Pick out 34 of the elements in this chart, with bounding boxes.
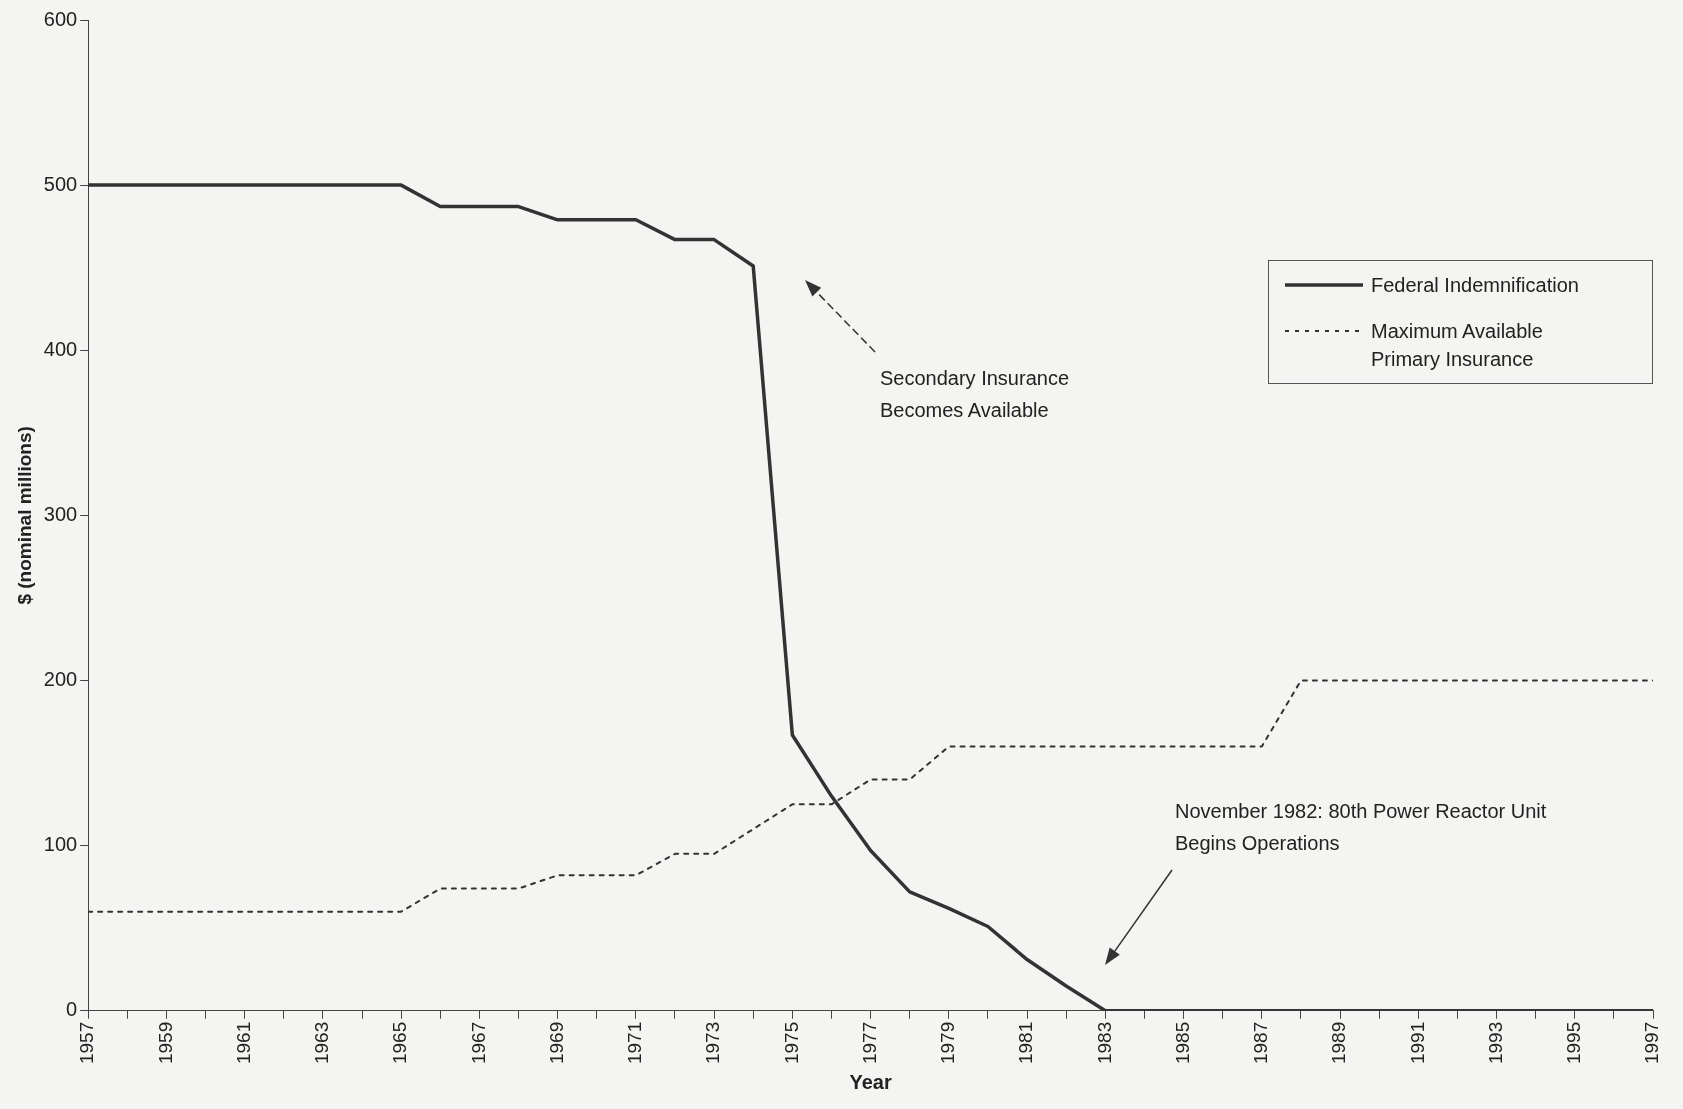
x-tick-label: 1969 — [545, 1021, 567, 1065]
x-tick-label: 1959 — [154, 1021, 176, 1065]
x-tick-label: 1963 — [311, 1021, 333, 1065]
x-tick-label: 1961 — [232, 1021, 254, 1065]
y-tick-label: 400 — [43, 337, 78, 360]
legend-label: Maximum Available Primary Insurance — [1371, 319, 1544, 372]
x-tick-label: 1979 — [937, 1021, 959, 1065]
x-tick-label: 1995 — [1562, 1021, 1584, 1065]
x-axis-title: Year — [849, 1070, 892, 1093]
x-tick-label: 1993 — [1484, 1021, 1506, 1065]
x-tick-label: 1957 — [76, 1021, 98, 1065]
x-tick-label: 1989 — [1328, 1021, 1350, 1065]
x-tick-label: 1997 — [1641, 1021, 1663, 1065]
annotation: November 1982: 80th Power Reactor Unit Begins Operations — [1175, 799, 1548, 856]
y-tick-label: 600 — [43, 7, 78, 30]
x-tick-label: 1971 — [624, 1021, 646, 1065]
legend-label: Federal Indemnification — [1371, 273, 1580, 298]
y-tick-label: 0 — [66, 998, 78, 1021]
x-tick-label: 1967 — [467, 1021, 489, 1065]
x-tick-label: 1985 — [1171, 1021, 1193, 1065]
y-tick-label: 300 — [43, 502, 78, 525]
y-axis-title: $ (nominal millions) — [13, 426, 35, 605]
x-tick-label: 1987 — [1250, 1021, 1272, 1065]
x-tick-label: 1965 — [389, 1021, 411, 1065]
y-tick-label: 500 — [43, 172, 78, 195]
annotation: Secondary Insurance Becomes Available — [880, 366, 1070, 423]
x-tick-label: 1977 — [858, 1021, 880, 1065]
x-tick-label: 1973 — [702, 1021, 724, 1065]
y-tick-label: 200 — [43, 668, 78, 690]
x-tick-label: 1981 — [1015, 1021, 1037, 1065]
x-tick-label: 1983 — [1093, 1021, 1115, 1065]
x-tick-label: 1975 — [780, 1021, 802, 1065]
x-tick-label: 1991 — [1406, 1021, 1428, 1065]
y-tick-label: 100 — [43, 833, 78, 856]
